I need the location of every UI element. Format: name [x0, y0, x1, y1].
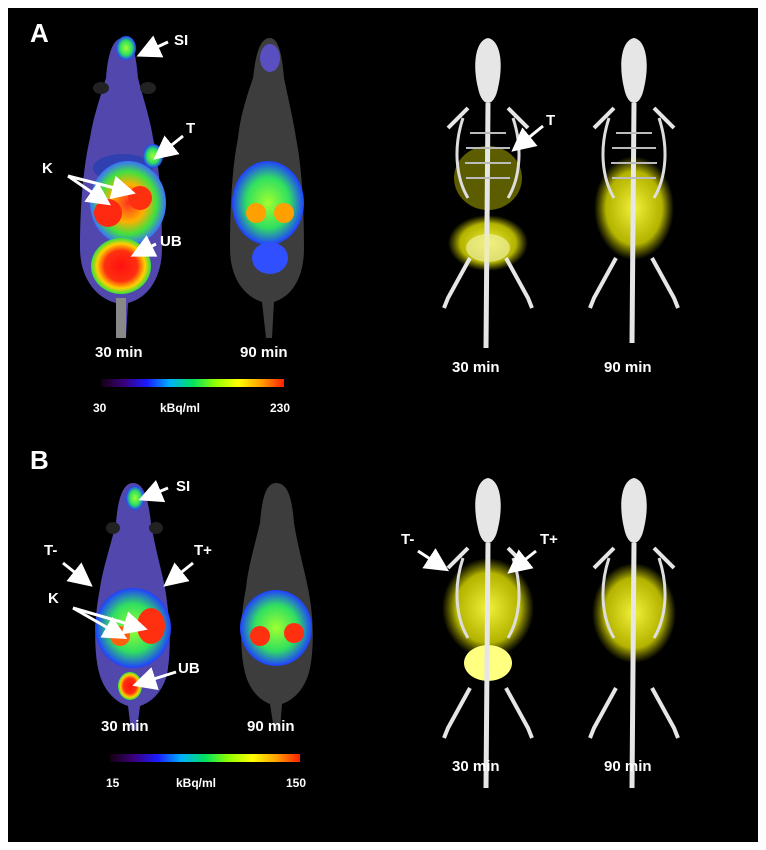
annotation-arrows	[62, 35, 544, 691]
time-label-b-pet-90: 90 min	[247, 718, 295, 735]
color-scale-bar-b	[110, 754, 300, 762]
label-tumor-plus-b-3d: T+	[540, 531, 558, 548]
time-label-a-ct-30: 30 min	[452, 359, 500, 376]
time-label-b-ct-90: 90 min	[604, 758, 652, 775]
scale-max-a: 230	[270, 401, 291, 415]
ct-skeleton-a-30min	[442, 38, 534, 349]
label-tumor-minus-b-3d: T-	[401, 531, 415, 548]
label-kidney-b: K	[48, 590, 59, 607]
scale-min-a: 30	[93, 401, 107, 415]
time-label-b-ct-30: 30 min	[452, 758, 500, 775]
panel-label-a: A	[30, 18, 49, 48]
image-layer	[62, 35, 680, 789]
label-kidney-a: K	[42, 160, 53, 177]
ct-skeleton-b-90min	[588, 478, 680, 789]
time-label-a-ct-90: 90 min	[604, 359, 652, 376]
scale-unit-a: kBq/ml	[160, 401, 201, 415]
time-label-a-pet-90: 90 min	[240, 344, 288, 361]
label-bladder-b: UB	[178, 660, 200, 677]
time-label-b-pet-30: 30 min	[101, 718, 149, 735]
color-scale-bar-a	[101, 379, 284, 387]
pet-ct-mouse-a-30min	[80, 36, 166, 338]
scale-unit-b: kBq/ml	[176, 776, 217, 790]
label-si-a: SI	[174, 32, 189, 49]
pet-ct-mouse-b-90min	[240, 483, 313, 730]
label-tumor-plus-b: T+	[194, 542, 212, 559]
scale-min-b: 15	[106, 776, 120, 790]
panel-label-b: B	[30, 445, 49, 475]
scale-max-b: 150	[286, 776, 307, 790]
ct-skeleton-b-30min	[442, 478, 534, 789]
time-label-a-pet-30: 30 min	[95, 344, 143, 361]
label-si-b: SI	[176, 478, 191, 495]
ct-skeleton-a-90min	[588, 38, 680, 344]
pet-ct-mouse-a-90min	[230, 38, 304, 338]
figure-panel-background: A B SI T K UB T 30 min 90 min 30 min 90 …	[8, 8, 758, 842]
label-tumor-a-3d: T	[546, 112, 556, 129]
pet-ct-mouse-b-30min	[95, 483, 171, 730]
label-tumor-minus-b: T-	[44, 542, 58, 559]
label-tumor-a: T	[186, 120, 196, 137]
label-bladder-a: UB	[160, 233, 182, 250]
